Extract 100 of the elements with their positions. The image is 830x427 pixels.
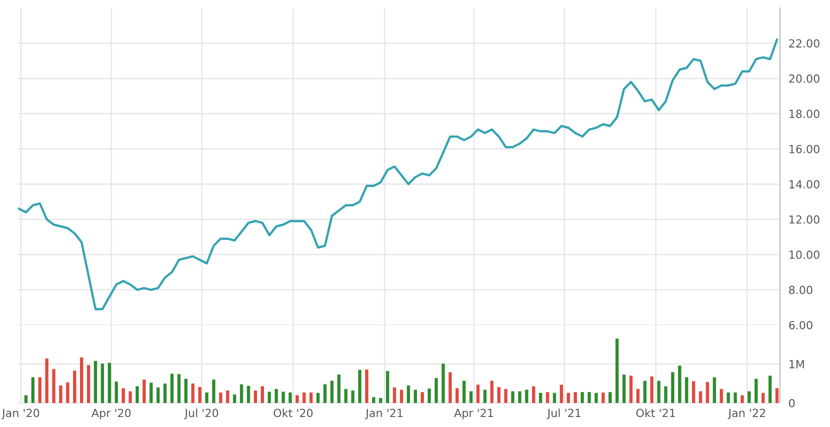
- bar: [128, 391, 132, 403]
- bar: [316, 392, 320, 403]
- bar: [483, 390, 487, 403]
- bar: [490, 380, 494, 403]
- bar: [602, 392, 605, 403]
- bar: [379, 398, 382, 403]
- bar: [163, 384, 167, 403]
- bar: [608, 392, 612, 403]
- bar: [768, 376, 772, 403]
- bar: [198, 387, 202, 403]
- bar: [330, 380, 334, 403]
- bar: [706, 382, 710, 403]
- bar: [650, 376, 654, 403]
- bar: [420, 392, 424, 403]
- bar: [546, 392, 550, 403]
- bar: [636, 388, 640, 403]
- bar: [309, 392, 313, 403]
- bar: [45, 358, 48, 403]
- bar: [525, 390, 528, 403]
- bar: [692, 381, 696, 403]
- bar: [629, 376, 633, 403]
- bar: [740, 395, 744, 403]
- bar: [365, 369, 368, 403]
- y-tick-label: 8.00: [789, 286, 812, 294]
- bar: [762, 392, 765, 403]
- bar: [24, 395, 28, 403]
- bar: [566, 392, 570, 403]
- bar: [142, 380, 146, 403]
- bar: [268, 392, 271, 403]
- bar: [392, 387, 396, 403]
- bar: [372, 397, 376, 403]
- bar: [414, 390, 417, 403]
- bar: [511, 391, 514, 403]
- x-tick-label: Okt '21: [636, 408, 675, 418]
- bar: [671, 372, 674, 403]
- bar: [442, 364, 445, 403]
- line-series: [18, 38, 778, 310]
- bar: [59, 385, 62, 403]
- bar: [469, 391, 473, 403]
- bar: [720, 388, 723, 403]
- bar: [323, 384, 327, 403]
- bar: [177, 374, 181, 403]
- bar: [219, 392, 222, 403]
- y-tick-label: 6.00: [789, 320, 812, 330]
- bar: [574, 392, 577, 403]
- bar: [518, 391, 522, 403]
- x-tick-label: Jul '20: [184, 408, 218, 420]
- bar: [226, 390, 230, 403]
- bar: [52, 369, 56, 403]
- bar: [232, 394, 236, 403]
- bar: [122, 388, 125, 403]
- bar: [448, 372, 452, 403]
- bar: [622, 374, 626, 403]
- bar: [657, 380, 660, 403]
- bar: [212, 380, 216, 403]
- y-tick-label: 0: [789, 398, 795, 408]
- bar: [66, 382, 70, 403]
- bar: [184, 378, 188, 403]
- bar: [754, 378, 758, 403]
- x-tick-label: Jan '22: [728, 408, 766, 420]
- x-tick-label: Apr '20: [92, 408, 131, 420]
- bar: [100, 364, 104, 403]
- bar: [560, 384, 564, 403]
- bar: [170, 374, 174, 403]
- bar: [150, 382, 153, 403]
- bar: [136, 386, 139, 403]
- bar: [434, 378, 438, 403]
- bar: [337, 374, 340, 403]
- bar: [282, 392, 285, 403]
- bar: [580, 392, 584, 403]
- bar: [538, 392, 542, 403]
- bar: [254, 390, 258, 403]
- bar: [685, 377, 688, 403]
- bar: [240, 384, 244, 403]
- bar: [246, 386, 250, 403]
- y-tick-label: 12.00: [790, 215, 820, 224]
- bar: [156, 387, 160, 403]
- bar: [344, 388, 348, 403]
- bar: [191, 384, 194, 403]
- bar: [400, 390, 404, 403]
- y-tick-label: 14.00: [790, 180, 820, 188]
- bar: [260, 386, 264, 403]
- x-tick-label: Jan '20: [1, 408, 40, 420]
- bar: [734, 392, 737, 403]
- bar: [588, 392, 591, 403]
- bar: [615, 338, 619, 403]
- y-tick-label: 10.00: [790, 250, 820, 259]
- x-tick-label: Okt '20: [274, 408, 313, 418]
- bar: [288, 392, 292, 403]
- bar: [114, 382, 118, 403]
- bar: [712, 377, 716, 403]
- y-tick-label: 22.00: [789, 39, 820, 48]
- bar: [351, 390, 354, 403]
- x-tick-label: Jul '21: [546, 408, 580, 420]
- bar: [504, 388, 508, 403]
- bar: [296, 395, 299, 403]
- x-tick-label: Apr '21: [454, 408, 493, 420]
- bar: [698, 391, 702, 403]
- bar: [497, 387, 500, 403]
- bar: [38, 377, 42, 403]
